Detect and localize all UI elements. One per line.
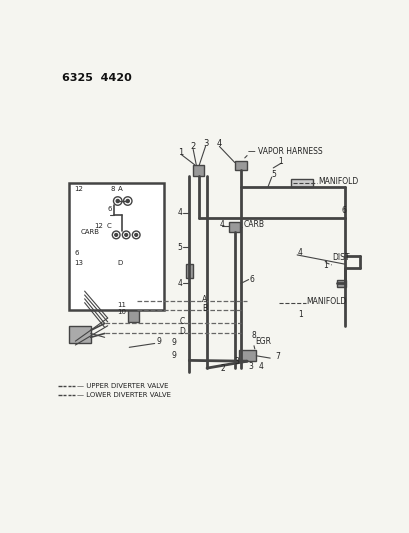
Text: 4: 4	[258, 362, 263, 371]
Text: EGR: EGR	[255, 337, 271, 346]
Text: MANIFOLD: MANIFOLD	[306, 297, 346, 305]
Text: 3: 3	[203, 139, 208, 148]
Text: 8: 8	[110, 185, 114, 192]
Text: 4: 4	[178, 279, 182, 288]
Bar	[69, 183, 164, 310]
Circle shape	[123, 197, 132, 205]
Circle shape	[126, 199, 129, 203]
Text: D: D	[179, 327, 185, 336]
Circle shape	[116, 199, 119, 203]
Bar	[336, 280, 346, 287]
Text: B: B	[202, 304, 207, 313]
Text: — LOWER DIVERTER VALVE: — LOWER DIVERTER VALVE	[77, 392, 171, 398]
Text: 9: 9	[171, 338, 176, 347]
Circle shape	[135, 233, 137, 236]
Text: — UPPER DIVERTER VALVE: — UPPER DIVERTER VALVE	[77, 383, 168, 389]
Text: C: C	[179, 318, 184, 326]
Text: A: A	[202, 295, 207, 304]
Circle shape	[112, 231, 120, 239]
Text: 2: 2	[190, 142, 195, 151]
Text: C: C	[106, 223, 111, 229]
Bar	[234, 161, 247, 170]
Circle shape	[122, 231, 130, 239]
Text: 6: 6	[249, 275, 254, 284]
Text: 7: 7	[275, 352, 280, 361]
Bar	[128, 305, 138, 322]
Text: 6: 6	[108, 206, 112, 213]
Text: 12: 12	[74, 185, 83, 192]
Text: 9: 9	[156, 337, 161, 346]
Text: 6: 6	[340, 206, 345, 215]
Text: A: A	[117, 185, 122, 192]
Bar	[186, 264, 193, 278]
Bar	[239, 350, 256, 361]
Bar	[228, 222, 240, 232]
Circle shape	[113, 197, 121, 205]
Text: 12: 12	[94, 223, 103, 229]
Text: CARB: CARB	[81, 229, 99, 235]
Bar	[69, 326, 90, 343]
Text: — VAPOR HARNESS: — VAPOR HARNESS	[247, 147, 322, 156]
Text: 3: 3	[234, 358, 238, 367]
Text: 4: 4	[297, 248, 301, 257]
Text: CARB: CARB	[243, 220, 263, 229]
Text: 1: 1	[298, 310, 303, 319]
Text: 3: 3	[248, 362, 253, 371]
Text: 1: 1	[323, 261, 327, 270]
Text: 6: 6	[74, 249, 79, 256]
Text: 1: 1	[178, 148, 182, 157]
Text: 5: 5	[178, 243, 182, 252]
Text: D: D	[117, 260, 123, 265]
Text: 10: 10	[117, 309, 126, 315]
Text: 4: 4	[219, 220, 224, 229]
Circle shape	[115, 233, 117, 236]
Text: 13: 13	[74, 260, 83, 265]
Text: 5: 5	[271, 169, 276, 179]
Circle shape	[132, 231, 140, 239]
Text: DIST: DIST	[332, 254, 349, 262]
Bar	[290, 180, 312, 187]
Text: 9: 9	[171, 351, 176, 360]
Text: 6325  4420: 6325 4420	[61, 73, 131, 83]
Circle shape	[124, 233, 127, 236]
Text: 1: 1	[277, 157, 282, 166]
Bar	[193, 165, 203, 176]
Text: MANIFOLD: MANIFOLD	[318, 177, 358, 186]
Text: 4: 4	[216, 139, 221, 148]
Text: 8: 8	[251, 330, 256, 340]
Text: 4: 4	[178, 208, 182, 217]
Text: 2: 2	[220, 364, 225, 373]
Text: 11: 11	[117, 302, 126, 308]
